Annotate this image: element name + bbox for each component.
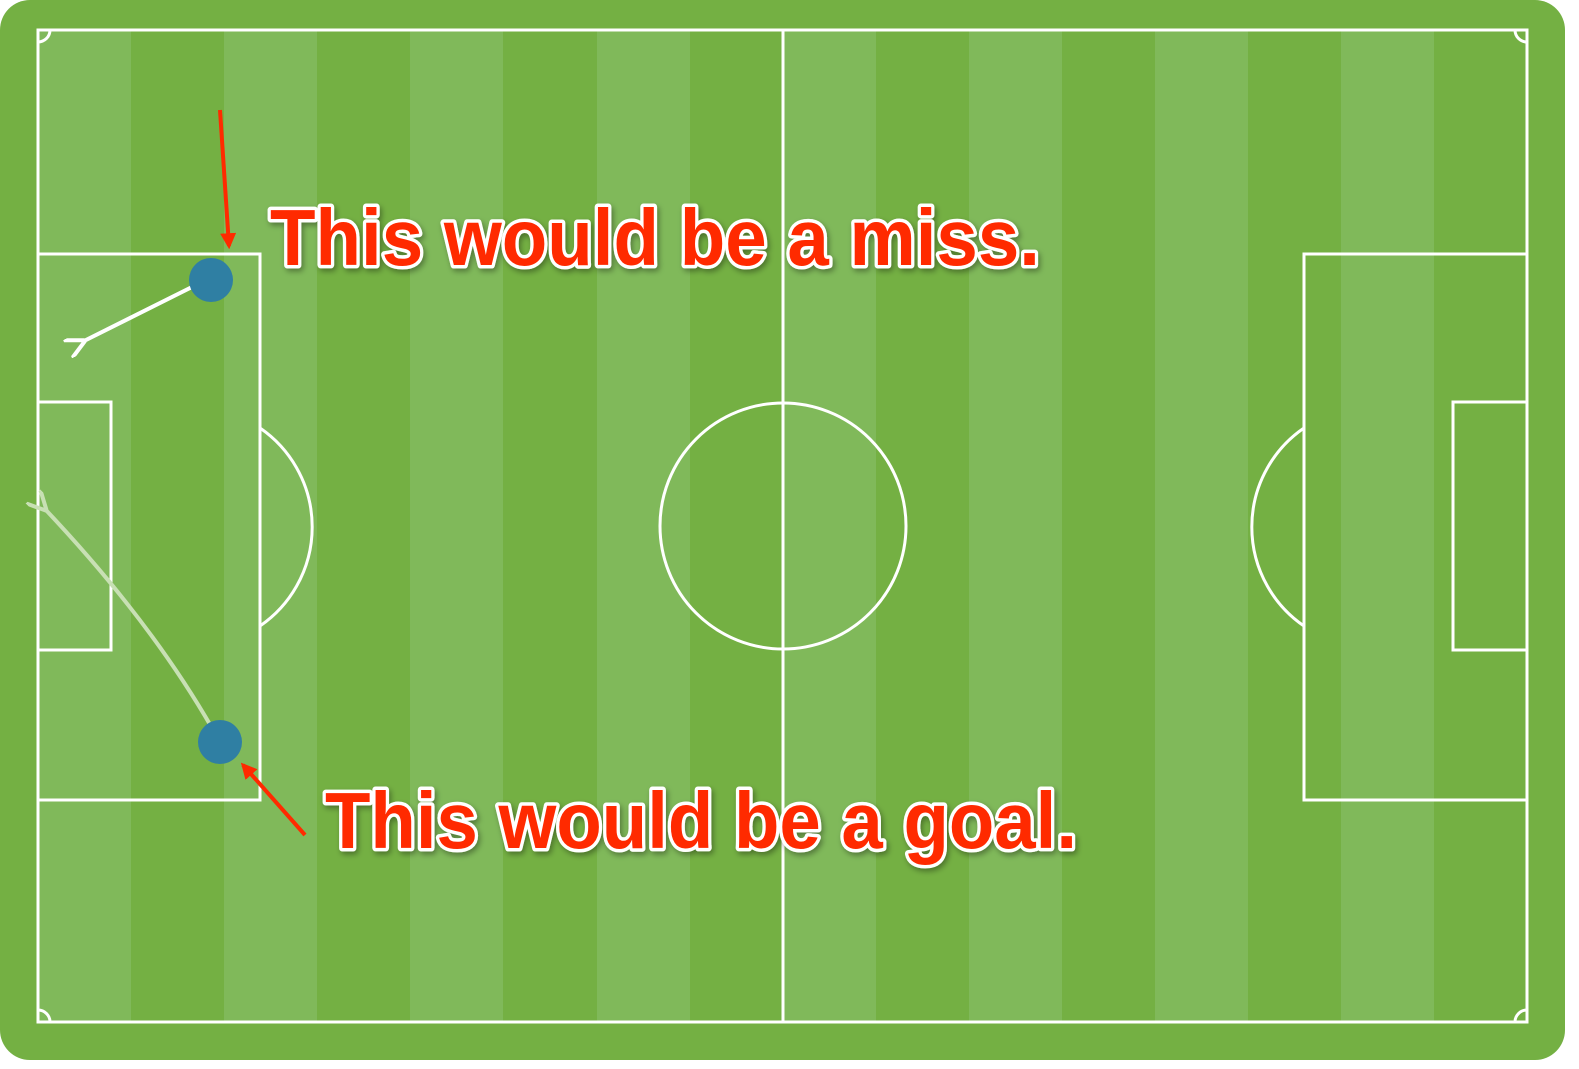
pointer-arrow	[218, 109, 237, 250]
annotation: This would be a goal.	[325, 776, 1077, 865]
annotation: This would be a miss.	[270, 193, 1040, 282]
shot-path-goal	[44, 508, 214, 729]
shot-path-miss	[82, 285, 193, 342]
shot-point-goal	[198, 720, 242, 764]
pointer-arrow	[240, 762, 307, 837]
shot-point-miss	[189, 258, 233, 302]
stripes	[38, 30, 1434, 1022]
pitch-lines	[36, 28, 1529, 1024]
